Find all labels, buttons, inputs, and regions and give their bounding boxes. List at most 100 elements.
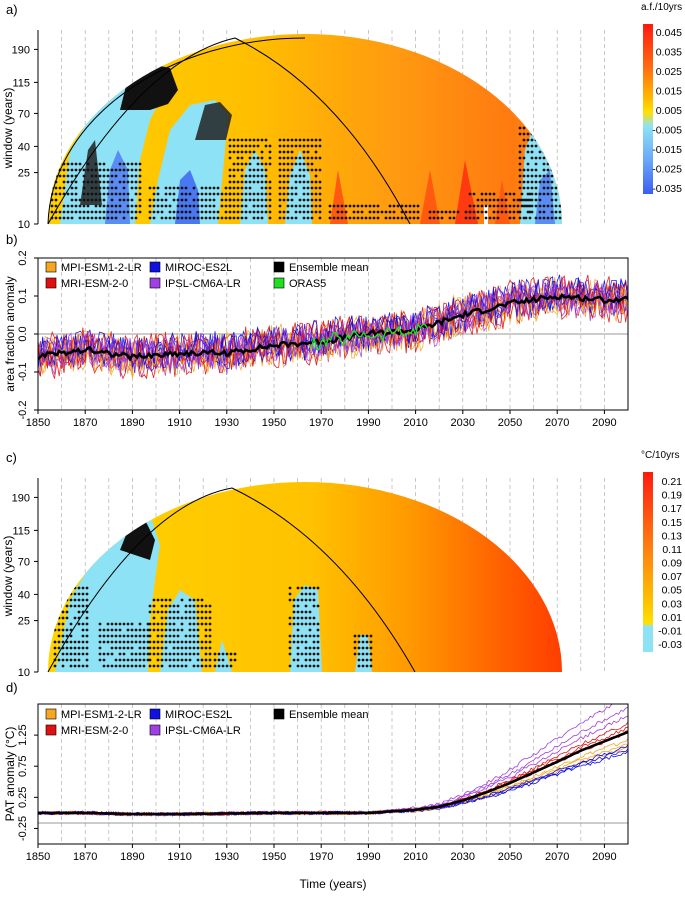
significance-dot — [184, 658, 188, 662]
significance-dot — [228, 174, 232, 178]
significance-dot — [563, 199, 566, 202]
significance-dot — [318, 192, 322, 196]
significance-dot — [286, 156, 290, 160]
significance-dot — [180, 646, 184, 650]
significance-dot — [278, 204, 282, 208]
significance-dot — [286, 138, 290, 142]
significance-dot — [534, 180, 538, 184]
significance-dot — [85, 658, 89, 662]
significance-dot — [244, 162, 248, 166]
significance-dot — [298, 174, 302, 178]
significance-dot — [126, 168, 130, 172]
significance-dot — [192, 216, 196, 220]
significance-dot — [288, 586, 292, 590]
significance-dot — [85, 640, 89, 644]
significance-dot — [130, 658, 134, 662]
significance-dot — [204, 634, 208, 638]
x-tick-label: 2050 — [498, 851, 522, 863]
significance-dot — [468, 192, 472, 196]
significance-dot — [588, 211, 591, 214]
significance-dot — [58, 174, 62, 178]
significance-dot — [264, 174, 268, 178]
member-line — [38, 726, 628, 817]
significance-dot — [168, 652, 172, 656]
significance-dot — [256, 144, 260, 148]
significance-dot — [504, 198, 508, 202]
significance-dot — [484, 192, 488, 196]
significance-dot — [554, 132, 558, 136]
significance-dot — [138, 204, 142, 208]
significance-dot — [546, 162, 550, 166]
significance-dot — [176, 652, 180, 656]
significance-dot — [260, 156, 264, 160]
significance-dot — [260, 198, 264, 202]
significance-dot — [62, 210, 66, 214]
significance-dot — [360, 216, 364, 220]
significance-dot — [118, 204, 122, 208]
significance-dot — [228, 180, 232, 184]
significance-dot — [542, 186, 546, 190]
significance-dot — [288, 646, 292, 650]
x-tick-label: 2050 — [498, 417, 522, 429]
significance-dot — [156, 640, 160, 644]
significance-dot — [168, 634, 172, 638]
significance-dot — [106, 174, 110, 178]
significance-dot — [596, 199, 599, 202]
significance-dot — [70, 162, 74, 166]
significance-dot — [77, 646, 81, 650]
significance-dot — [200, 616, 204, 620]
significance-dot — [268, 198, 272, 202]
significance-dot — [82, 204, 86, 208]
significance-dot — [240, 210, 244, 214]
significance-dot — [224, 186, 228, 190]
significance-dot — [240, 144, 244, 148]
significance-dot — [118, 180, 122, 184]
significance-dot — [546, 180, 550, 184]
significance-dot — [98, 186, 102, 190]
significance-dot — [160, 204, 164, 208]
significance-dot — [122, 174, 126, 178]
significance-dot — [558, 192, 562, 196]
significance-dot — [260, 192, 264, 196]
significance-dot — [236, 216, 240, 220]
significance-dot — [432, 210, 436, 214]
significance-dot — [278, 138, 282, 142]
significance-dot — [224, 198, 228, 202]
significance-dot — [302, 144, 306, 148]
significance-dot — [592, 193, 595, 196]
significance-dot — [164, 604, 168, 608]
significance-dot — [98, 180, 102, 184]
significance-dot — [188, 604, 192, 608]
significance-dot — [160, 652, 164, 656]
significance-dot — [310, 204, 314, 208]
significance-dot — [81, 634, 85, 638]
significance-dot — [526, 180, 530, 184]
significance-dot — [168, 640, 172, 644]
x-tick-label: 1850 — [26, 417, 50, 429]
colorbar-label: 0.025 — [656, 66, 682, 78]
significance-dot — [530, 144, 534, 148]
significance-dot — [180, 628, 184, 632]
significance-dot — [436, 210, 440, 214]
significance-dot — [290, 186, 294, 190]
significance-dot — [98, 162, 102, 166]
significance-dot — [236, 180, 240, 184]
significance-dot — [82, 216, 86, 220]
significance-dot — [302, 216, 306, 220]
significance-dot — [81, 628, 85, 632]
significance-dot — [180, 640, 184, 644]
significance-dot — [302, 210, 306, 214]
significance-dot — [61, 634, 65, 638]
significance-dot — [65, 658, 69, 662]
significance-dot — [308, 586, 312, 590]
significance-dot — [248, 168, 252, 172]
significance-dot — [550, 204, 554, 208]
significance-dot — [416, 216, 420, 220]
significance-dot — [81, 646, 85, 650]
significance-dot — [542, 204, 546, 208]
significance-dot — [118, 634, 122, 638]
significance-dot — [546, 144, 550, 148]
significance-dot — [192, 652, 196, 656]
significance-dot — [312, 652, 316, 656]
significance-dot — [146, 646, 150, 650]
